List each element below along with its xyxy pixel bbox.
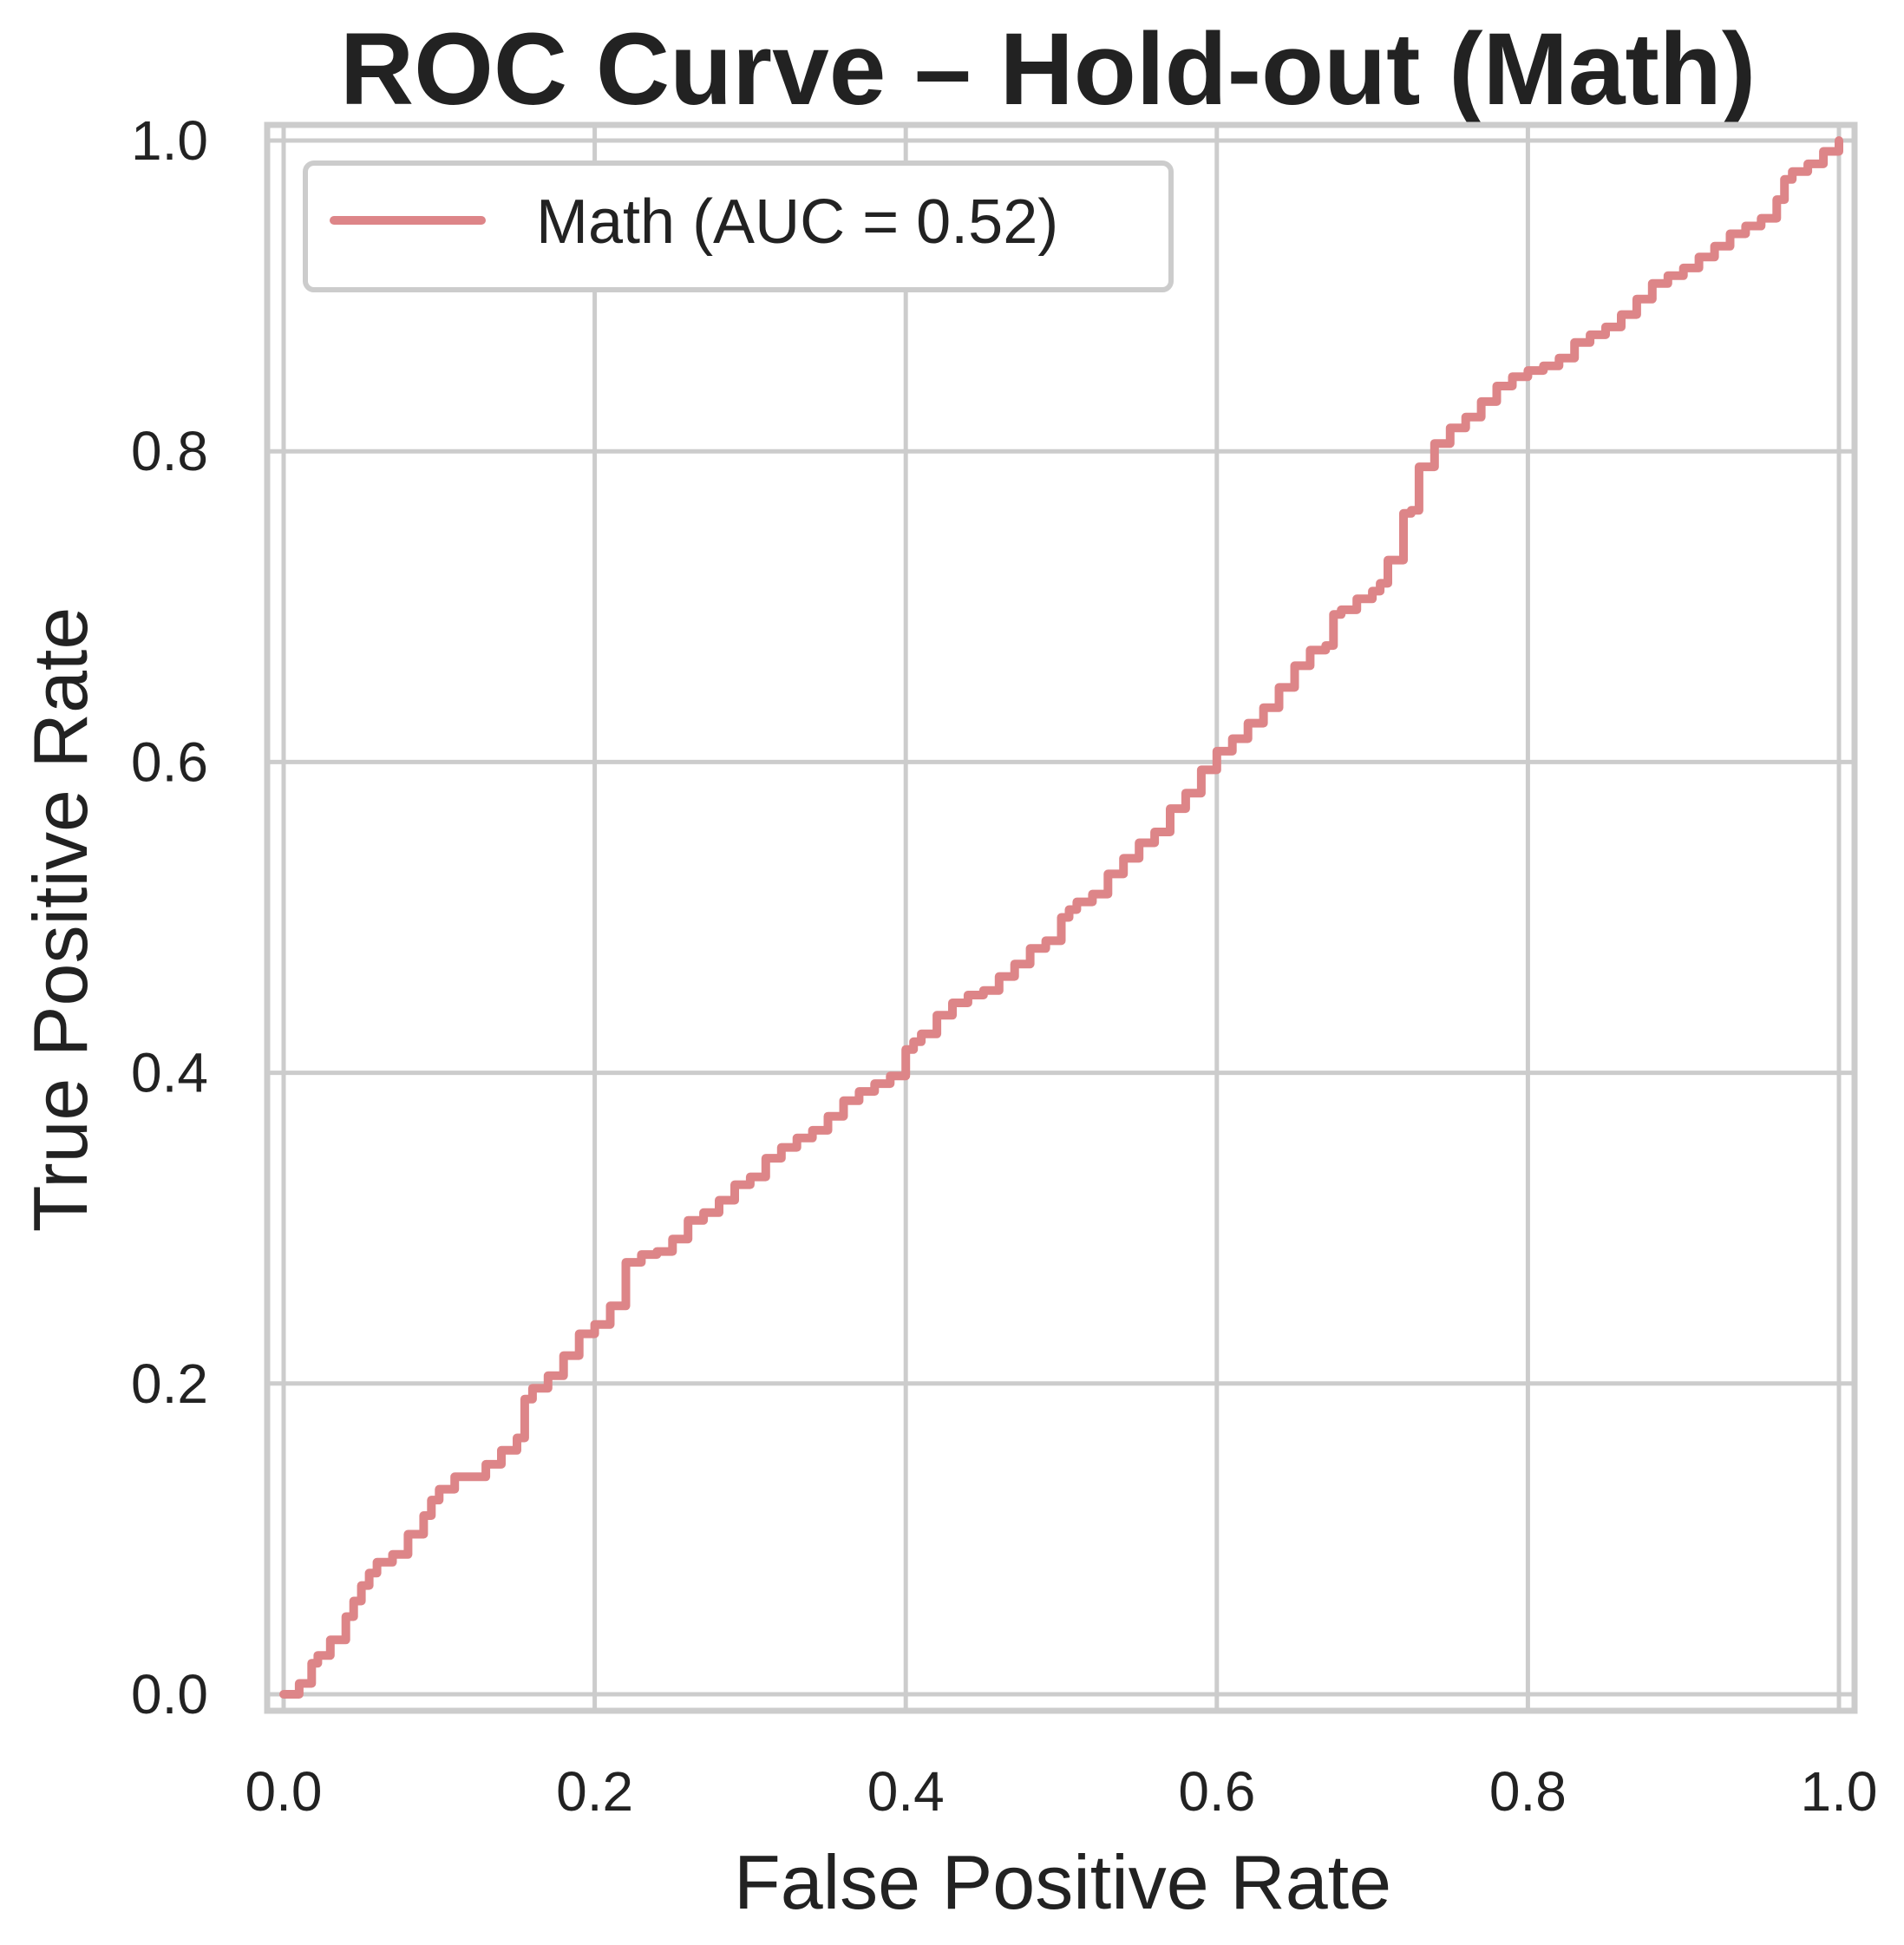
x-tick-label: 0.4 bbox=[867, 1760, 945, 1823]
y-tick-labels: 0.0 0.2 0.4 0.6 0.8 1.0 bbox=[131, 109, 208, 1726]
y-tick-label: 0.8 bbox=[131, 420, 208, 482]
y-tick-label: 0.4 bbox=[131, 1042, 208, 1104]
x-tick-label: 0.2 bbox=[556, 1760, 633, 1823]
y-tick-label: 1.0 bbox=[131, 109, 208, 172]
legend-label: Math (AUC = 0.52) bbox=[536, 187, 1058, 257]
series-layer bbox=[279, 136, 1843, 1699]
y-axis-label: True Positive Rate bbox=[17, 607, 103, 1233]
x-axis-label: False Positive Rate bbox=[734, 1839, 1391, 1925]
x-tick-label: 0.6 bbox=[1178, 1760, 1255, 1823]
legend-box bbox=[303, 160, 1174, 292]
plot-frame bbox=[264, 121, 1858, 1714]
x-tick-label: 1.0 bbox=[1801, 1760, 1878, 1823]
y-tick-label: 0.6 bbox=[131, 730, 208, 793]
y-gridlines bbox=[267, 138, 1855, 1697]
x-gridlines bbox=[281, 125, 1842, 1711]
x-tick-label: 0.0 bbox=[245, 1760, 323, 1823]
x-tick-labels: 0.0 0.2 0.4 0.6 0.8 1.0 bbox=[245, 1760, 1878, 1823]
legend: Math (AUC = 0.52) bbox=[303, 160, 1174, 292]
y-tick-label: 0.0 bbox=[131, 1663, 208, 1726]
roc-curve-line bbox=[279, 136, 1843, 1699]
y-tick-label: 0.2 bbox=[131, 1352, 208, 1415]
chart-title: ROC Curve – Hold-out (Math) bbox=[340, 12, 1756, 127]
x-tick-label: 0.8 bbox=[1489, 1760, 1567, 1823]
